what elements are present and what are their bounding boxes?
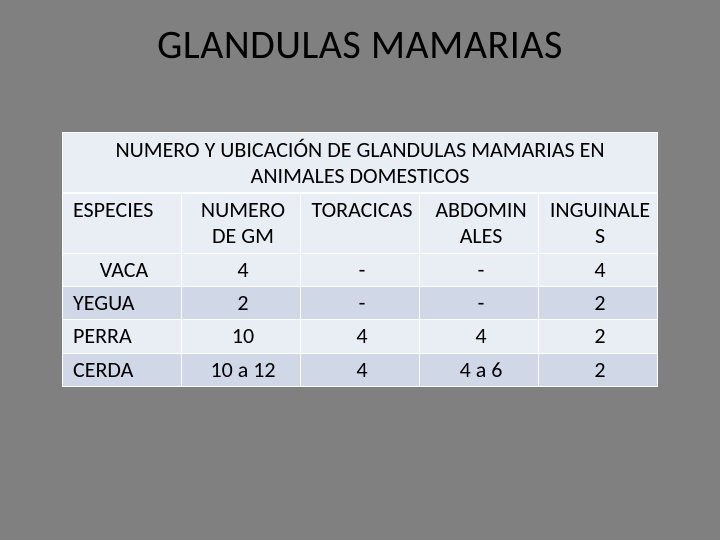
- table-row: CERDA 10 a 12 4 4 a 6 2: [63, 353, 658, 386]
- col-header-inguinales: INGUINALES: [539, 193, 658, 253]
- cell-toracicas: -: [301, 253, 420, 286]
- table-header-row: ESPECIES NUMERO DE GM TORACICAS ABDOMINA…: [63, 193, 658, 253]
- cell-species: CERDA: [63, 353, 182, 386]
- cell-abdominales: -: [420, 286, 539, 319]
- data-table: ESPECIES NUMERO DE GM TORACICAS ABDOMINA…: [62, 193, 658, 387]
- table-row: PERRA 10 4 4 2: [63, 320, 658, 353]
- cell-numero: 4: [182, 253, 301, 286]
- cell-toracicas: 4: [301, 353, 420, 386]
- cell-numero: 10: [182, 320, 301, 353]
- col-header-especies: ESPECIES: [63, 193, 182, 253]
- cell-toracicas: -: [301, 286, 420, 319]
- cell-numero: 2: [182, 286, 301, 319]
- cell-inguinales: 2: [539, 286, 658, 319]
- col-header-toracicas: TORACICAS: [301, 193, 420, 253]
- table-title: NUMERO Y UBICACIÓN DE GLANDULAS MAMARIAS…: [62, 132, 658, 193]
- cell-species: YEGUA: [63, 286, 182, 319]
- cell-abdominales: 4 a 6: [420, 353, 539, 386]
- table-row: YEGUA 2 - - 2: [63, 286, 658, 319]
- table-container: NUMERO Y UBICACIÓN DE GLANDULAS MAMARIAS…: [62, 132, 658, 387]
- cell-inguinales: 2: [539, 353, 658, 386]
- col-header-numero: NUMERO DE GM: [182, 193, 301, 253]
- col-header-abdominales: ABDOMINALES: [420, 193, 539, 253]
- cell-species: PERRA: [63, 320, 182, 353]
- cell-inguinales: 2: [539, 320, 658, 353]
- cell-species: VACA: [63, 253, 182, 286]
- table-row: VACA 4 - - 4: [63, 253, 658, 286]
- cell-abdominales: 4: [420, 320, 539, 353]
- cell-numero: 10 a 12: [182, 353, 301, 386]
- cell-abdominales: -: [420, 253, 539, 286]
- cell-toracicas: 4: [301, 320, 420, 353]
- page-title: GLANDULAS MAMARIAS: [0, 20, 720, 69]
- cell-inguinales: 4: [539, 253, 658, 286]
